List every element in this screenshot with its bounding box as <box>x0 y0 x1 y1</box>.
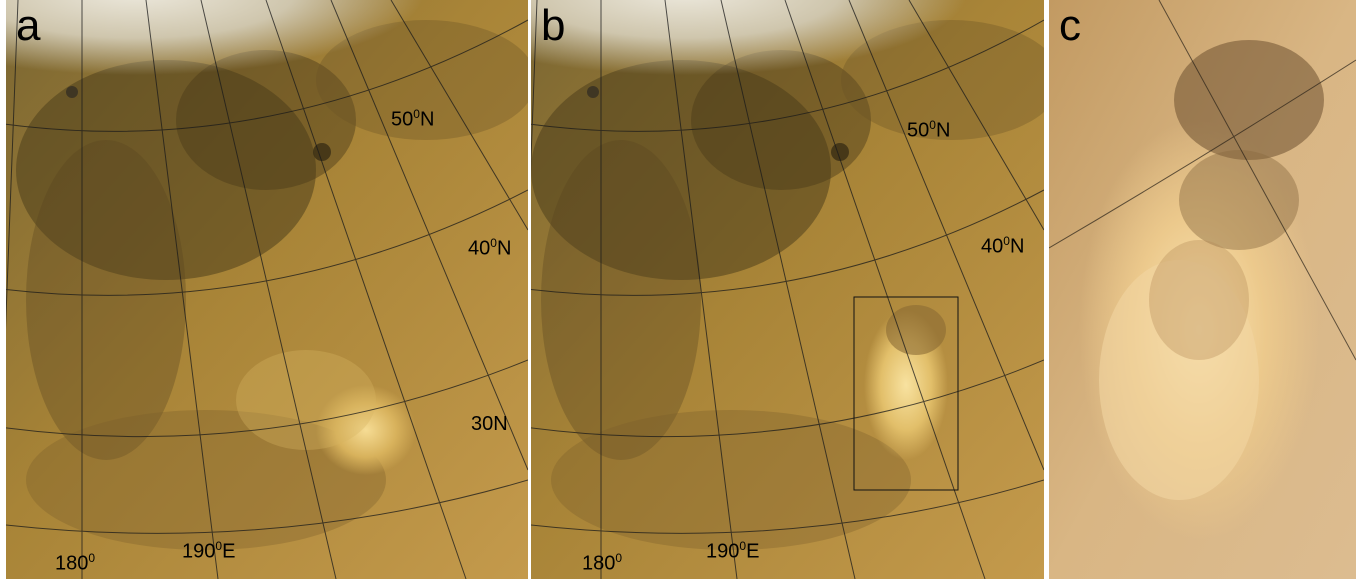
panel-a-lat-40-label: 400N <box>468 236 512 260</box>
panel-a-mars-image: a 500N 400N 30N 1800 1900E <box>6 0 528 579</box>
panel-b-lat-40-label: 400N <box>981 234 1025 258</box>
panel-b-lon-190-label: 1900E <box>706 539 760 563</box>
panel-b-zoom-box <box>853 296 959 491</box>
panel-c-letter: c <box>1059 1 1081 50</box>
panel-b-lat-50-label: 500N <box>907 118 951 142</box>
panel-a-map <box>6 0 528 579</box>
panel-a-lon-190-label: 1900E <box>182 539 236 563</box>
panel-a-lat-50-label: 500N <box>391 107 435 131</box>
panel-b-mars-image: b 500N 400N 1800 1900E <box>531 0 1044 579</box>
panel-a-lat-30-label: 30N <box>471 413 508 435</box>
panel-b-letter: b <box>541 1 566 50</box>
panel-b-lon-180-label: 1800 <box>582 551 623 575</box>
panel-c-zoomed-dust-storm: c <box>1049 0 1356 579</box>
panel-a-letter: a <box>16 1 41 50</box>
panel-b-map <box>531 0 1044 579</box>
panel-a-lon-180-label: 1800 <box>55 551 96 575</box>
panel-c-map <box>1049 0 1356 579</box>
